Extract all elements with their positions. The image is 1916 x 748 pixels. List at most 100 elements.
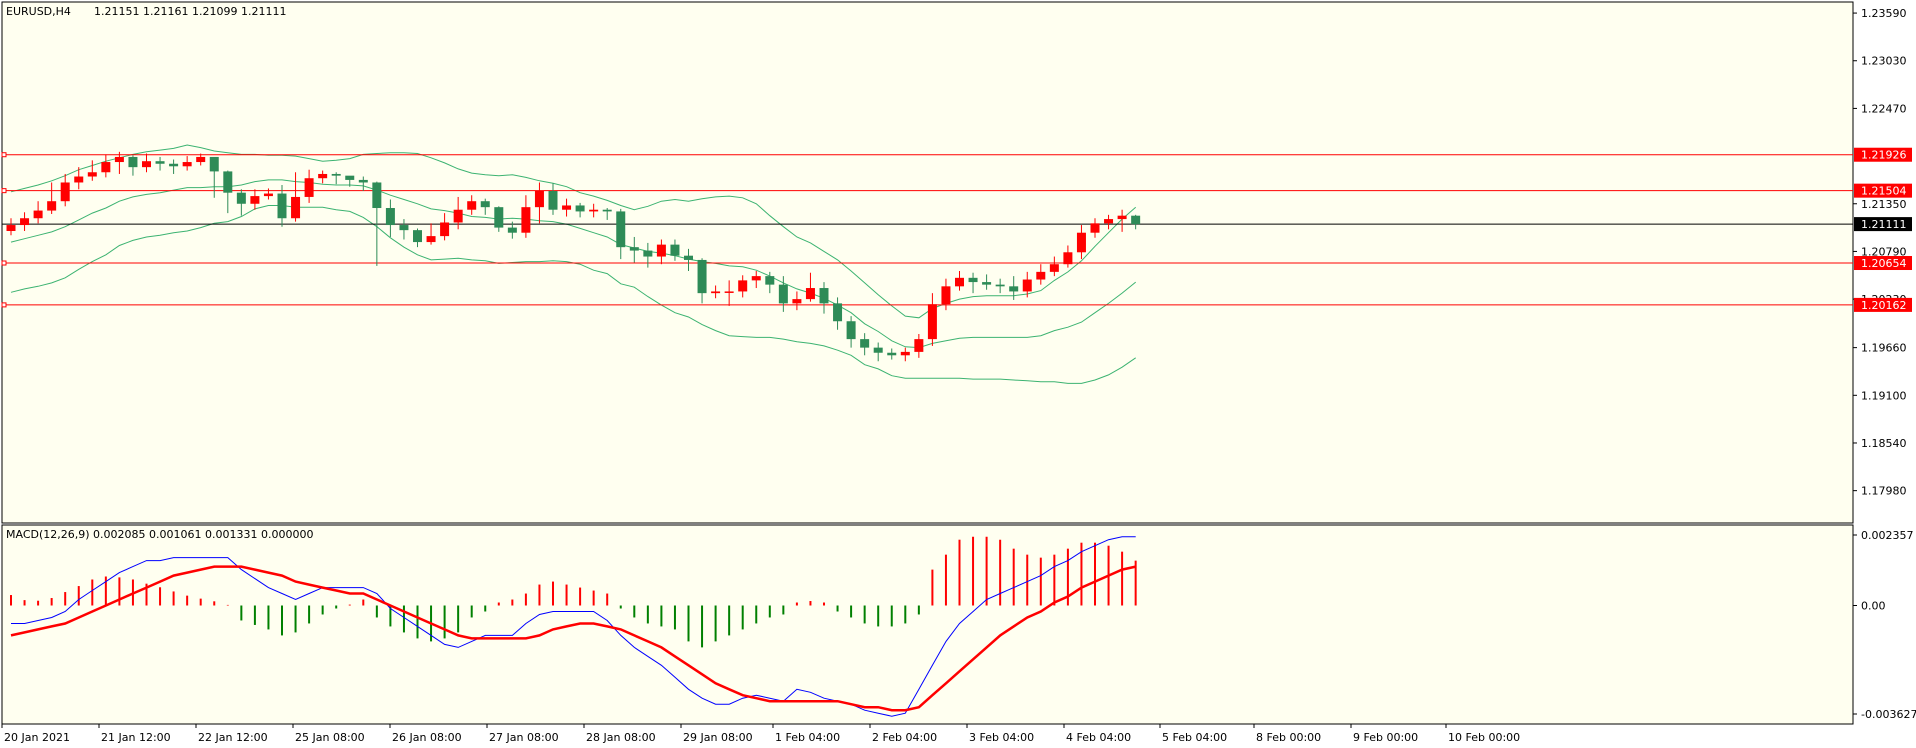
level-anchor[interactable] — [1, 302, 7, 308]
candle — [629, 236, 639, 263]
level-price-tag — [1854, 147, 1912, 162]
candle — [345, 175, 355, 187]
price-tick-label: 1.23590 — [1861, 7, 1907, 20]
candle — [751, 271, 761, 289]
time-tick-label: 9 Feb 00:00 — [1353, 731, 1418, 744]
main-panel-background — [1, 1, 1854, 524]
candle — [684, 248, 693, 272]
candle — [968, 272, 978, 294]
candle — [670, 239, 680, 261]
candle — [426, 223, 436, 245]
candle — [643, 242, 653, 268]
price-tick-label: 1.18540 — [1861, 437, 1907, 450]
candle — [602, 208, 612, 220]
macd-label: MACD(12,26,9) 0.002085 0.001061 0.001331… — [6, 528, 313, 541]
candle — [589, 203, 599, 218]
candle — [209, 156, 219, 198]
candle — [453, 196, 463, 230]
candle — [6, 218, 16, 236]
candle — [1104, 214, 1114, 230]
candle — [250, 189, 260, 210]
candle — [873, 342, 883, 362]
candle — [331, 172, 341, 185]
candle — [1117, 209, 1127, 232]
time-tick-label: 5 Feb 04:00 — [1162, 731, 1227, 744]
candle — [724, 280, 734, 306]
candle — [101, 154, 111, 178]
price-tick-label: 1.23030 — [1861, 55, 1907, 68]
candle — [1131, 214, 1141, 230]
candle — [87, 160, 97, 181]
candle — [927, 293, 937, 346]
symbol-label: EURUSD,H4 — [6, 5, 71, 18]
macd-lines — [10, 536, 1136, 717]
level-anchor[interactable] — [1, 152, 7, 158]
candle — [385, 199, 395, 237]
time-tick-label: 26 Jan 08:00 — [392, 731, 462, 744]
macd-panel[interactable]: MACD(12,26,9) 0.002085 0.001061 0.001331… — [1, 524, 1854, 725]
candle — [74, 167, 84, 190]
horizontal-levels[interactable] — [1, 152, 1853, 308]
candle — [995, 278, 1005, 294]
candle — [480, 198, 490, 215]
candle — [534, 182, 544, 224]
candle — [900, 347, 910, 362]
candle — [236, 189, 246, 216]
candle — [1022, 271, 1032, 298]
current-price-label: 1.21111 — [1861, 218, 1907, 231]
candle — [616, 208, 626, 260]
level-anchor[interactable] — [1, 260, 7, 266]
candle — [304, 169, 314, 203]
candle — [467, 195, 477, 215]
candle — [805, 272, 815, 302]
level-price-tag — [1854, 183, 1912, 198]
price-tick-label: 1.22470 — [1861, 102, 1907, 115]
candle — [196, 153, 206, 166]
level-anchor[interactable] — [1, 188, 7, 194]
level-price-tag — [1854, 256, 1912, 271]
candle — [1090, 218, 1100, 238]
candle — [914, 334, 924, 358]
macd-tick-label: 0.002357 — [1861, 529, 1914, 542]
macd-main-line — [11, 536, 1136, 717]
time-tick-label: 25 Jan 08:00 — [295, 731, 365, 744]
price-tick-label: 1.21350 — [1861, 198, 1907, 211]
time-tick-label: 3 Feb 04:00 — [969, 731, 1034, 744]
candle — [1049, 256, 1059, 277]
candle — [223, 170, 233, 214]
candle — [833, 297, 843, 330]
candle — [792, 291, 802, 311]
candle — [155, 156, 165, 171]
candle — [318, 170, 328, 184]
time-tick-label: 20 Jan 2021 — [4, 731, 70, 744]
price-tick-label: 1.17980 — [1861, 485, 1907, 498]
candle — [47, 182, 57, 214]
candle — [128, 155, 138, 176]
macd-tick-label: -0.003627 — [1861, 708, 1916, 721]
candle — [494, 206, 504, 232]
candle — [521, 195, 531, 238]
candle — [114, 151, 124, 174]
candle — [413, 228, 422, 248]
candle — [291, 172, 301, 222]
current-price-tag — [1854, 217, 1912, 232]
main-panel[interactable]: EURUSD,H4 1.21151 1.21161 1.21099 1.2111… — [1, 1, 1854, 524]
candle — [33, 201, 43, 224]
candle — [846, 316, 856, 348]
bb-middle-line — [10, 179, 1137, 349]
candle — [656, 239, 666, 265]
candle — [982, 274, 992, 290]
price-tick-label: 1.19660 — [1861, 342, 1907, 355]
candle — [1076, 225, 1086, 260]
candle — [169, 159, 179, 174]
candle — [955, 271, 964, 291]
candle — [765, 271, 775, 294]
candle — [142, 153, 151, 173]
macd-tick-label: 0.00 — [1861, 600, 1886, 613]
candle — [548, 183, 558, 215]
macd-panel-background — [1, 524, 1854, 725]
candle — [887, 348, 897, 360]
time-tick-label: 1 Feb 04:00 — [775, 731, 840, 744]
candle — [562, 198, 572, 217]
